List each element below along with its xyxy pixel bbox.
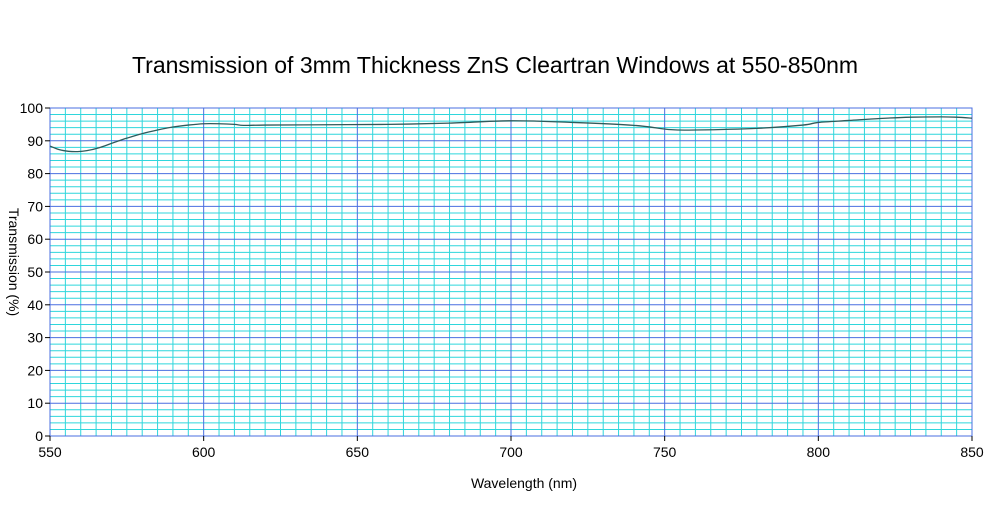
transmission-series-line [49,116,973,153]
x-tick-label: 600 [192,444,216,460]
x-tick-label: 650 [346,444,370,460]
y-tick-label: 50 [27,264,43,280]
x-tick-label: 550 [38,444,62,460]
y-axis-label: Transmission (%) [6,208,22,316]
x-axis-label: Wavelength (nm) [471,475,577,491]
y-tick-label: 90 [27,133,43,149]
y-tick-label: 70 [27,198,43,214]
y-tick-label: 60 [27,231,43,247]
y-tick-label: 10 [27,395,43,411]
y-axis-ticks: 0 10 20 30 40 50 60 70 80 90 100 [20,100,50,444]
y-tick-label: 0 [35,428,43,444]
chart-title: Transmission of 3mm Thickness ZnS Cleart… [131,52,859,78]
series-layer [49,116,973,153]
y-tick-label: 80 [27,166,43,182]
x-axis-ticks: 550 600 650 700 750 800 850 [38,436,984,460]
x-tick-label: 800 [807,444,831,460]
y-tick-label: 40 [27,297,43,313]
x-tick-label: 750 [653,444,677,460]
x-tick-label: 850 [960,444,984,460]
y-tick-label: 100 [20,100,44,116]
y-tick-label: 20 [27,362,43,378]
y-tick-label: 30 [27,330,43,346]
x-tick-label: 700 [499,444,523,460]
